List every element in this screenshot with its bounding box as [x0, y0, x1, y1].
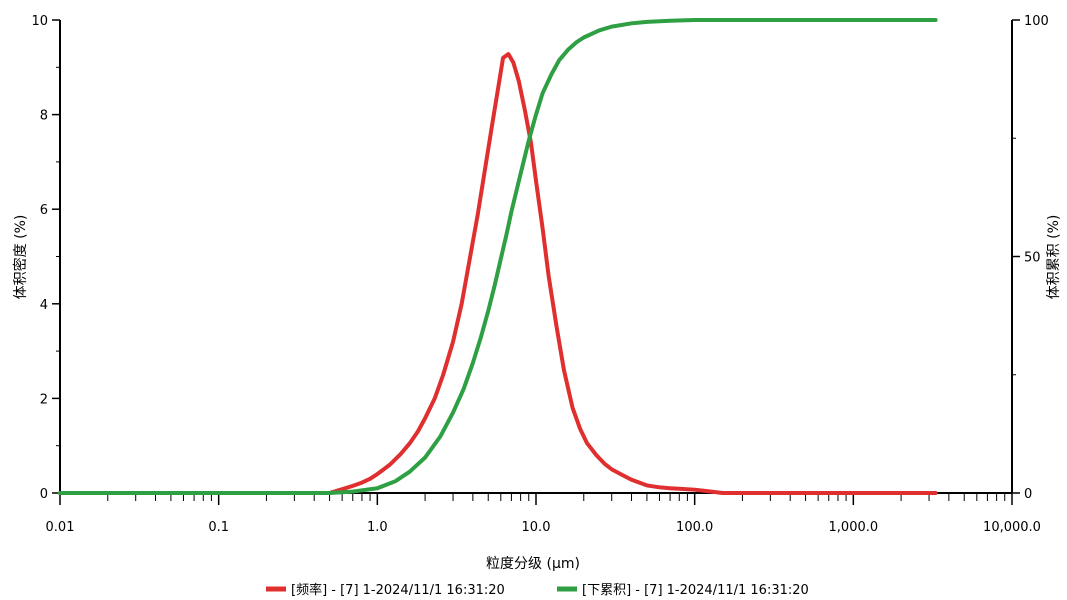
left-y-axis-title: 体积密度 (%)	[12, 215, 29, 300]
left-y-tick-label: 10	[31, 14, 48, 29]
x-tick-label: 0.1	[208, 520, 229, 535]
right-y-tick-label: 0	[1024, 487, 1032, 502]
x-tick-label: 10,000.0	[983, 520, 1041, 535]
x-tick-label: 100.0	[676, 520, 713, 535]
x-tick-label: 1.0	[367, 520, 388, 535]
left-y-tick-label: 4	[40, 298, 48, 313]
right-y-tick-label: 50	[1024, 251, 1041, 266]
right-y-axis-title: 体积累积 (%)	[1046, 215, 1062, 300]
frequency-series-line	[58, 52, 938, 495]
axes: 0.01 0.1 1.0 10.0 100.0 1,000.0 10,000.0 0 2 4 6 8 1…	[31, 14, 1048, 535]
left-y-tick-label: 2	[40, 392, 48, 407]
right-y-tick-label: 100	[1024, 14, 1049, 29]
legend: [频率] - [7] 1-2024/11/1 16:31:20 [下累积] - …	[266, 582, 809, 598]
x-tick-label: 1,000.0	[829, 520, 879, 535]
x-tick-label: 10.0	[522, 520, 551, 535]
cumulative-series-line	[58, 18, 938, 495]
x-tick-label: 0.01	[46, 520, 75, 535]
left-y-tick-label: 6	[40, 203, 48, 218]
legend-label-cumulative: [下累积] - [7] 1-2024/11/1 16:31:20	[582, 583, 809, 598]
legend-label-frequency: [频率] - [7] 1-2024/11/1 16:31:20	[291, 582, 505, 598]
x-axis-title: 粒度分级 (µm)	[486, 556, 580, 572]
plot-area	[58, 18, 938, 495]
left-y-tick-label: 8	[40, 109, 48, 124]
left-y-tick-label: 0	[40, 487, 48, 502]
